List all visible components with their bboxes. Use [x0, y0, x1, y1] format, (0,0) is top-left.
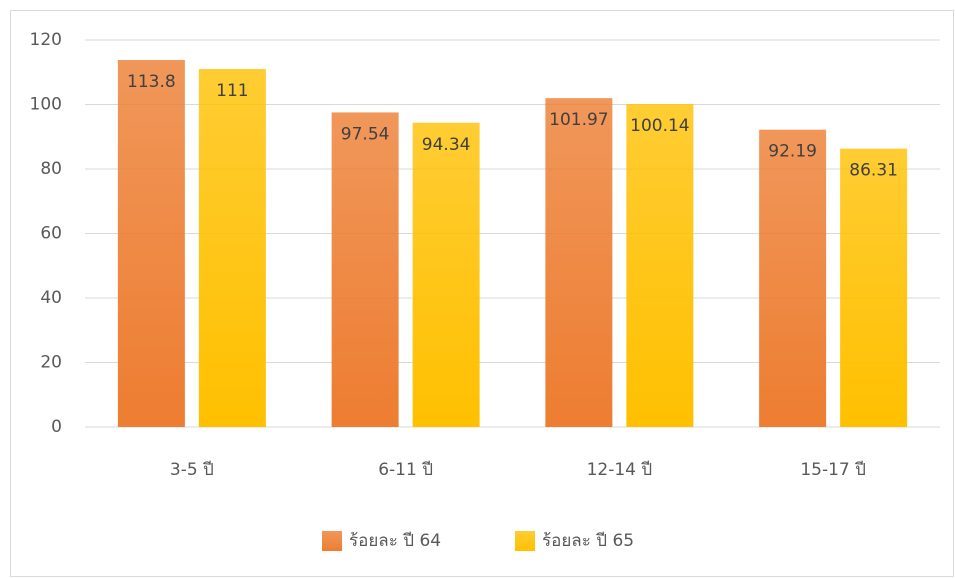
- legend-swatch: [322, 531, 342, 551]
- data-label: 86.31: [849, 161, 898, 181]
- legend-label: ร้อยละ ปี 65: [542, 531, 634, 551]
- bar: [198, 69, 266, 428]
- data-label: 111: [216, 81, 248, 101]
- data-label: 94.34: [422, 135, 471, 155]
- y-tick-label: 20: [40, 353, 62, 373]
- y-tick-label: 40: [40, 288, 62, 308]
- bar: [331, 112, 399, 427]
- bar: [626, 104, 694, 428]
- y-tick-label: 80: [40, 159, 62, 179]
- data-label: 92.19: [768, 142, 817, 162]
- x-tick-label: 12-14 ปี: [587, 460, 653, 480]
- bar: [412, 122, 480, 427]
- bar: [759, 129, 827, 427]
- x-tick-label: 3-5 ปี: [170, 460, 214, 480]
- data-label: 97.54: [341, 124, 390, 144]
- data-label: 100.14: [630, 116, 689, 136]
- bar: [117, 59, 185, 428]
- x-tick-label: 15-17 ปี: [800, 460, 866, 480]
- x-tick-label: 6-11 ปี: [378, 460, 433, 480]
- data-label: 101.97: [549, 110, 608, 130]
- y-tick-label: 60: [40, 224, 62, 244]
- y-tick-label: 100: [30, 95, 62, 115]
- data-label: 113.8: [127, 72, 176, 92]
- y-tick-label: 0: [51, 417, 62, 437]
- bar: [545, 98, 613, 427]
- y-tick-label: 120: [30, 30, 62, 50]
- bar: [840, 148, 908, 427]
- legend-swatch: [515, 531, 535, 551]
- legend-label: ร้อยละ ปี 64: [349, 531, 441, 551]
